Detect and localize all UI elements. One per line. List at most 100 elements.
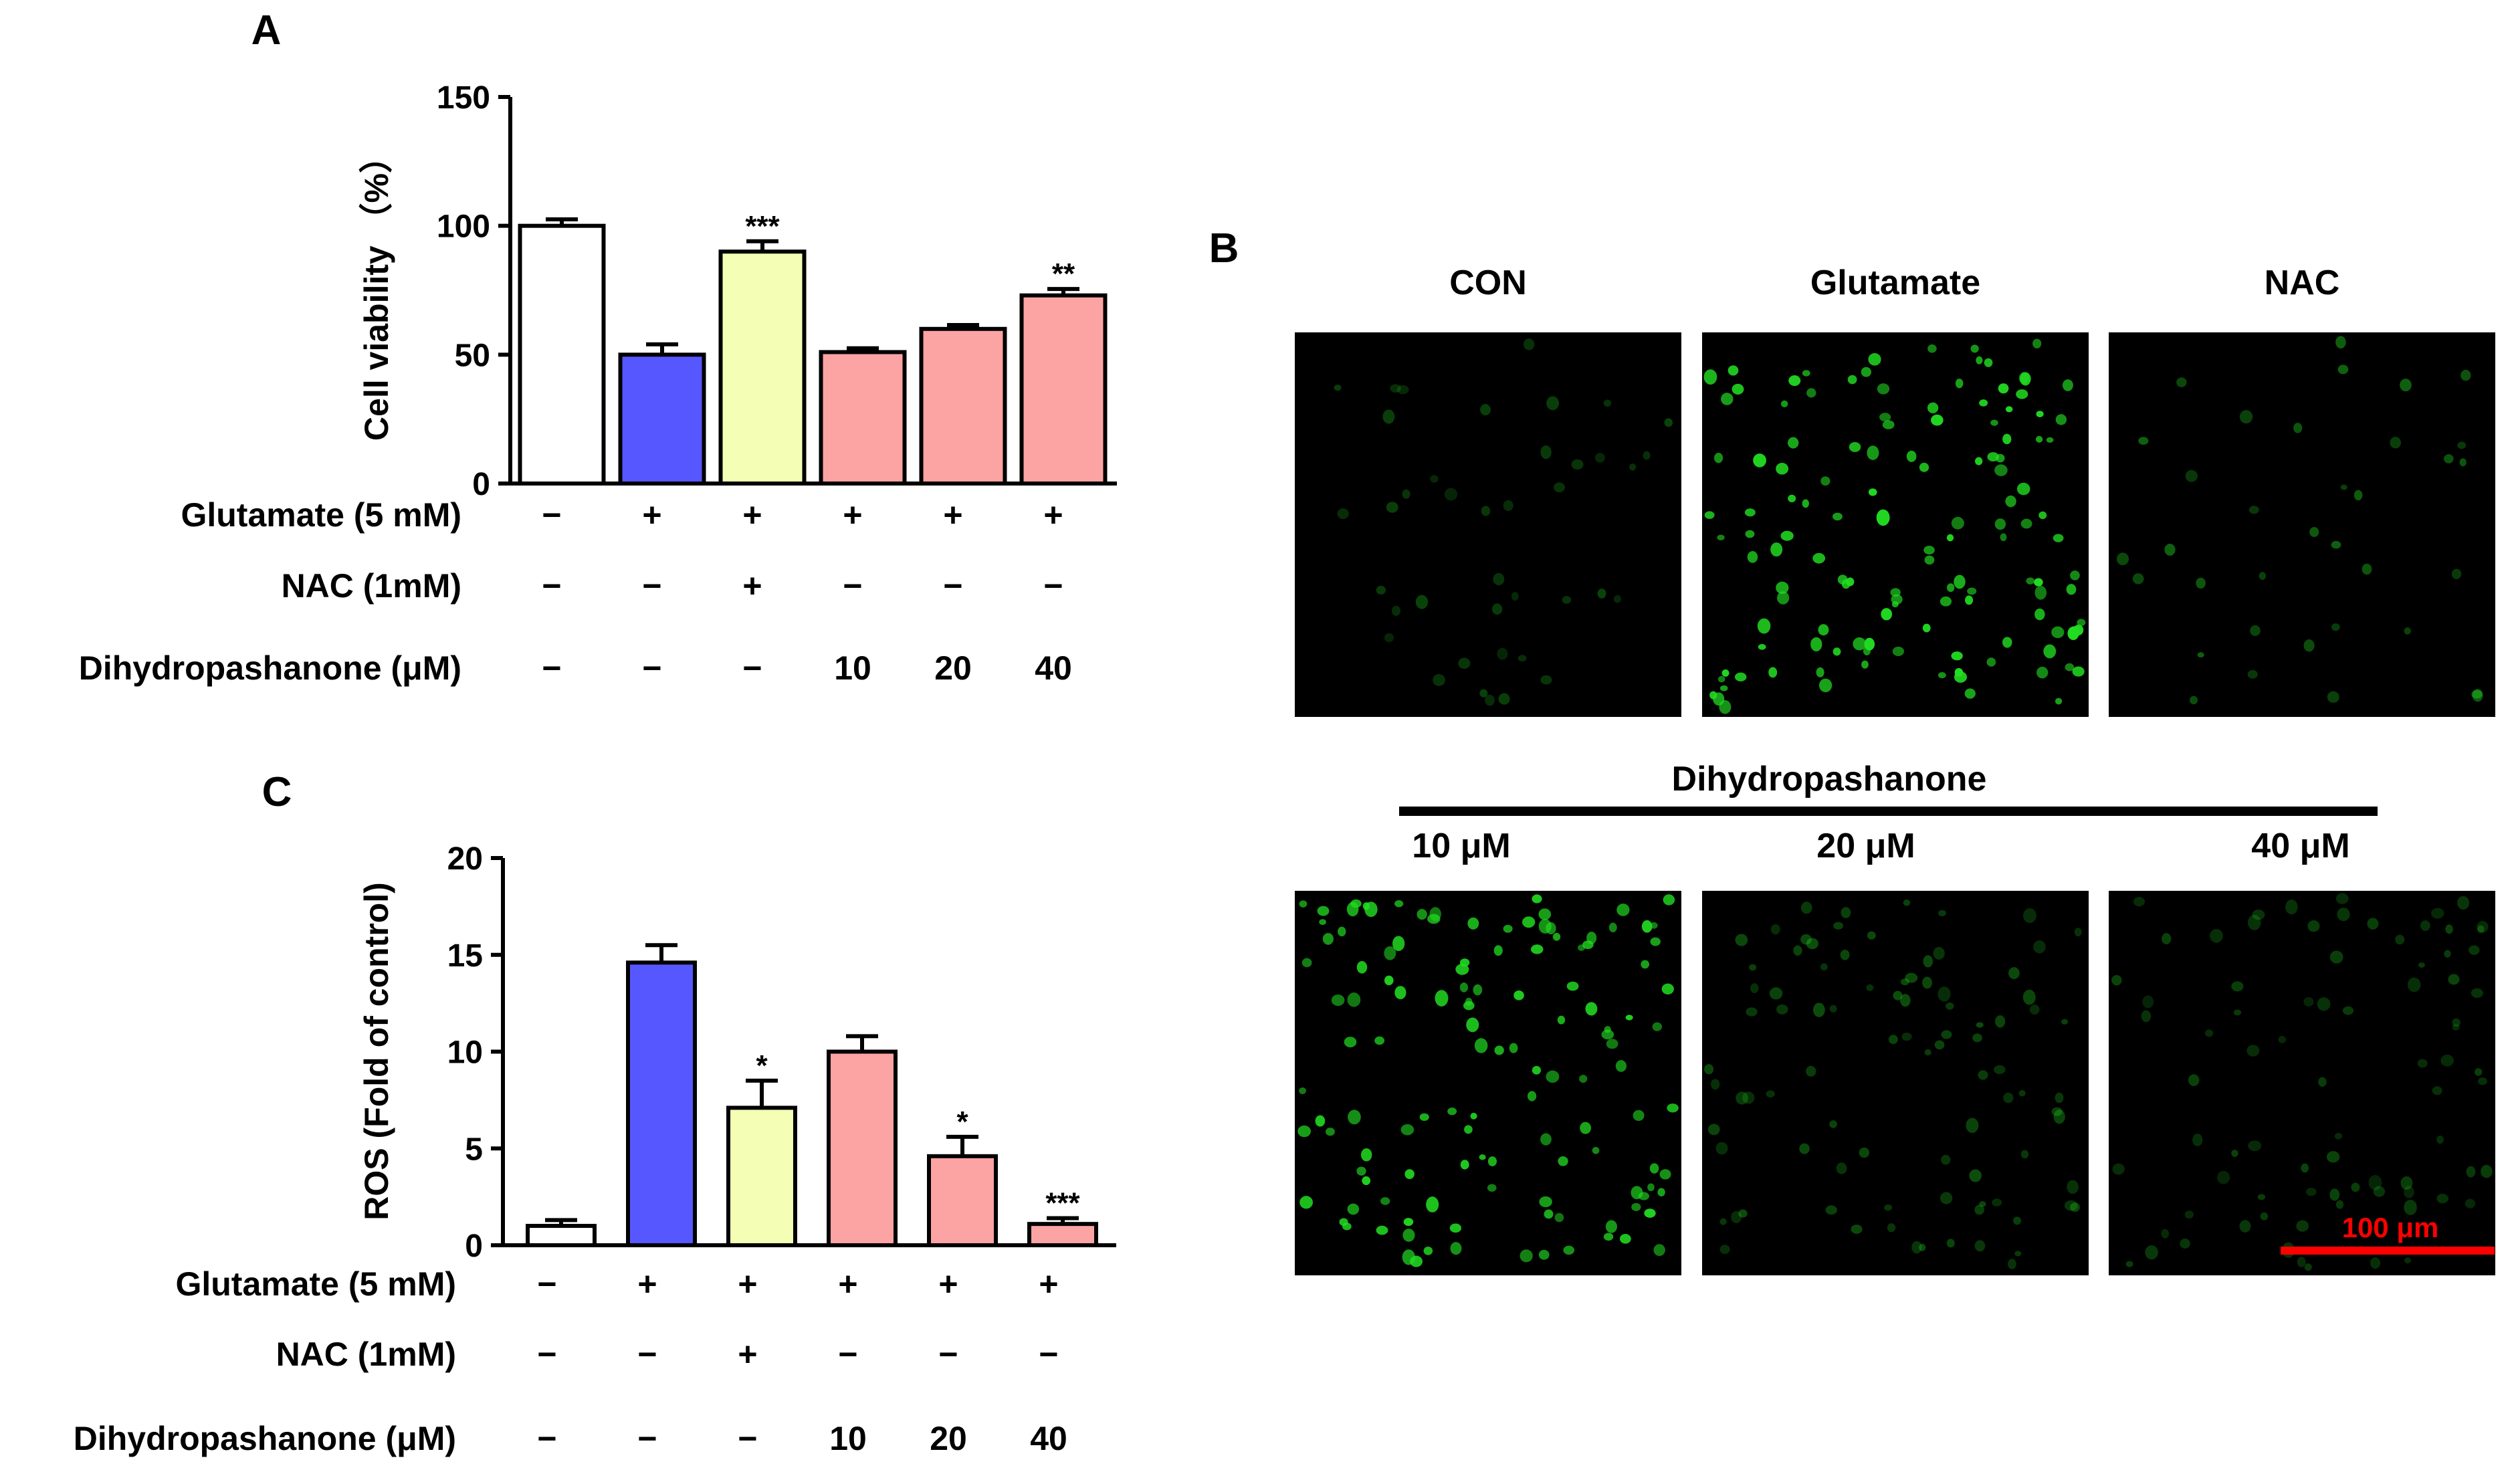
cell-dot [1829, 1004, 1837, 1013]
cell-dot [1884, 1204, 1892, 1211]
condition-value: + [637, 1265, 657, 1303]
cell-dot [1450, 1242, 1462, 1255]
cell-dot [1719, 1218, 1727, 1225]
cell-dot [1951, 516, 1964, 530]
cell-dot [1447, 1107, 1457, 1116]
cell-dot [2132, 573, 2144, 585]
cell-dot [2053, 534, 2064, 542]
cell-dot [2053, 1109, 2065, 1124]
y-tick-label: 10 [447, 1035, 483, 1071]
cell-dot [1744, 508, 1756, 517]
bar [927, 1154, 998, 1247]
cell-dot [1938, 672, 1946, 679]
cell-dot [1494, 1045, 1504, 1055]
cell-dot [1649, 1163, 1659, 1174]
cell-dot [1923, 545, 1935, 555]
cell-dot [1400, 1124, 1415, 1136]
condition-value: − [642, 649, 661, 687]
cell-dot [1965, 595, 1974, 605]
cell-dot [1465, 997, 1473, 1006]
condition-value: + [742, 496, 762, 534]
cell-dot [2248, 506, 2259, 514]
cell-dot [1629, 463, 1637, 471]
cell-dot [1974, 1204, 1984, 1215]
cell-dot [2259, 572, 2267, 580]
cell-dot [1334, 385, 1342, 391]
condition-value: 40 [1030, 1420, 1067, 1457]
cell-dot [2022, 908, 2036, 924]
cell-dot [1984, 358, 1993, 367]
cell-dot [2400, 1176, 2413, 1190]
cell-dot [1867, 445, 1879, 460]
cell-dot [1527, 1091, 1537, 1101]
condition-value: − [537, 1265, 556, 1303]
cell-dot [2430, 908, 2444, 919]
cell-dot [1546, 396, 1560, 411]
cell-dot [1745, 530, 1755, 538]
cell-dot [1503, 924, 1513, 933]
cell-dot [2062, 379, 2073, 391]
cell-dot [1460, 1160, 1469, 1170]
cell-dot [1650, 937, 1661, 946]
cell-dot [1538, 908, 1552, 920]
condition-row-label: Glutamate (5 mM) [175, 1265, 456, 1303]
cell-dot [1376, 1225, 1388, 1235]
concentration-label: 20 μM [1816, 827, 1915, 865]
cell-dot [1544, 1209, 1554, 1219]
condition-value: 20 [934, 649, 972, 687]
cell-dot [1868, 488, 1877, 496]
cell-dot [1376, 585, 1386, 595]
panel-label-a: A [251, 7, 282, 54]
cell-dot [2452, 1018, 2461, 1027]
cell-dot [1881, 608, 1893, 621]
cell-dot [2466, 1166, 2476, 1178]
cell-dot [1891, 601, 1899, 608]
cell-dot [1497, 647, 1508, 660]
cell-dot [2303, 997, 2314, 1006]
bar [718, 249, 807, 486]
condition-row-label: Dihydropashanone (μM) [79, 649, 461, 687]
cell-dot [1769, 987, 1783, 1000]
cell-dot [1868, 353, 1881, 366]
cell-dot [1522, 916, 1536, 928]
cell-dot [1919, 462, 1929, 472]
y-tick-label: 0 [472, 467, 490, 502]
cell-dot [2329, 1188, 2340, 1201]
cell-dot [2257, 1194, 2266, 1200]
cell-dot [2204, 1029, 2214, 1037]
cell-dot [2231, 981, 2244, 992]
condition-value: − [542, 649, 561, 687]
cell-dot [1546, 1070, 1560, 1083]
cell-dot [2145, 1245, 2158, 1260]
cell-dot [1758, 643, 1766, 650]
micrograph-4 [1295, 891, 1681, 1275]
cell-dot [1566, 981, 1579, 991]
cell-dot [2304, 1263, 2312, 1271]
cell-dot [1905, 972, 1918, 983]
cell-dot [1331, 994, 1345, 1006]
cell-dot [2432, 1086, 2442, 1095]
cell-dot [1750, 983, 1759, 994]
micrograph-2 [1702, 332, 2089, 717]
cell-dot [1940, 596, 1952, 607]
cell-dot [1498, 693, 1510, 705]
cell-dot [1558, 1156, 1568, 1166]
cell-dot [1619, 1234, 1631, 1244]
cell-dot [2285, 899, 2298, 915]
cell-dot [1540, 445, 1552, 459]
condition-value: + [642, 496, 661, 534]
cell-dot [1927, 344, 1937, 353]
cell-dot [2162, 933, 2172, 945]
cell-dot [1736, 1091, 1748, 1105]
cell-dot [1979, 399, 1988, 407]
micrograph-5 [1702, 891, 2089, 1275]
significance-label: *** [1045, 1186, 1080, 1219]
cell-dot [2448, 974, 2460, 985]
cell-dot [1455, 964, 1469, 975]
cell-dot [2020, 518, 2032, 529]
cell-dot [2210, 929, 2223, 943]
cell-dot [1753, 453, 1766, 467]
micrograph-label: NAC [2265, 263, 2340, 302]
cell-dot [2465, 1198, 2476, 1208]
cell-dot [1360, 1148, 1372, 1162]
